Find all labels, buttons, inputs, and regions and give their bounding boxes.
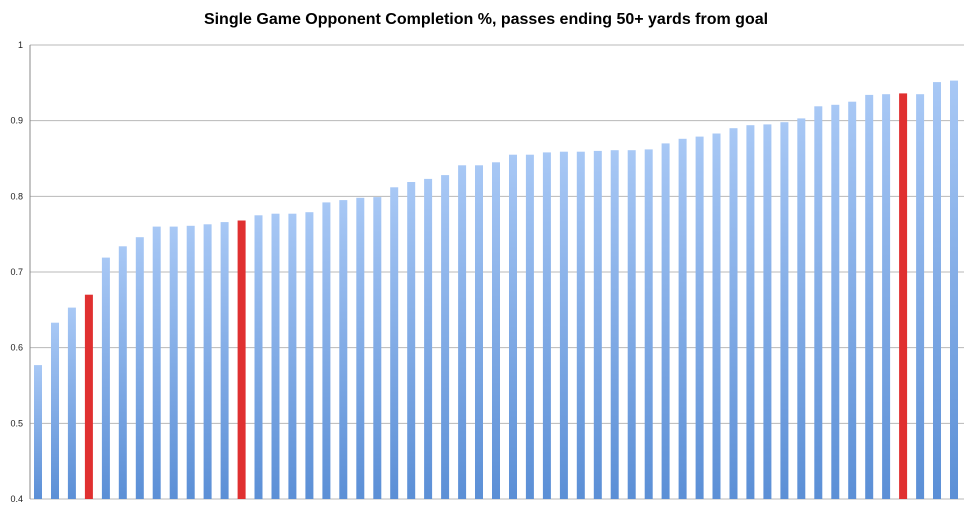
- bar: [356, 197, 365, 500]
- y-tick-label: 0.4: [10, 494, 23, 504]
- bar: [475, 165, 483, 500]
- y-tick-label: 0.6: [10, 343, 23, 353]
- bar: [203, 224, 212, 500]
- bar: [695, 136, 704, 499]
- bar: [848, 101, 857, 499]
- y-tick-label: 0.7: [10, 267, 23, 277]
- bar: [712, 133, 721, 499]
- bar: [390, 187, 399, 500]
- bar: [525, 154, 534, 499]
- chart-title: Single Game Opponent Completion %, passe…: [203, 11, 769, 28]
- bar: [797, 118, 806, 500]
- bar: [627, 150, 636, 499]
- bar: [729, 128, 738, 499]
- bar: [678, 138, 687, 500]
- bar: [424, 178, 433, 499]
- bar: [746, 125, 755, 499]
- bar: [186, 225, 195, 500]
- y-tick-label: 0.9: [10, 116, 23, 126]
- bar-highlighted: [899, 93, 908, 500]
- bar: [950, 80, 958, 499]
- bar: [322, 202, 331, 499]
- bar: [661, 143, 670, 499]
- y-tick-label: 0.5: [10, 418, 23, 428]
- bar: [118, 246, 127, 499]
- bar: [101, 257, 110, 499]
- bar: [831, 104, 840, 500]
- bar: [135, 237, 144, 499]
- bar: [492, 162, 500, 500]
- y-tick-label: 0.8: [10, 191, 23, 201]
- bar: [542, 152, 551, 499]
- bar: [509, 154, 517, 499]
- bar: [780, 122, 789, 499]
- y-axis-tick-labels: 0.4 0.5 0.6 0.7 0.8 0.9 1: [10, 40, 23, 504]
- bar: [610, 150, 619, 499]
- bar: [67, 307, 76, 499]
- bar: [814, 106, 823, 500]
- bar: [644, 149, 653, 499]
- bar: [254, 215, 263, 500]
- bar: [288, 213, 297, 499]
- bar: [882, 94, 891, 499]
- bar: [169, 226, 178, 499]
- y-tick-label: 1: [18, 40, 23, 50]
- bar: [559, 151, 568, 499]
- bar: [458, 165, 467, 500]
- bar: [271, 213, 280, 499]
- bar: [305, 212, 314, 499]
- bar: [51, 322, 59, 499]
- bar-highlighted: [84, 294, 93, 499]
- bar: [152, 226, 161, 499]
- bars: [34, 80, 958, 500]
- bar-highlighted: [237, 220, 246, 499]
- bar: [865, 94, 874, 500]
- bar: [373, 197, 382, 499]
- bar: [34, 365, 42, 499]
- bar: [763, 124, 772, 500]
- bar: [407, 182, 416, 499]
- bar: [339, 200, 348, 499]
- bar: [593, 150, 602, 499]
- bar: [916, 94, 925, 499]
- bar: [441, 175, 450, 499]
- bar: [933, 82, 941, 499]
- bar: [576, 151, 585, 499]
- bar: [220, 222, 229, 499]
